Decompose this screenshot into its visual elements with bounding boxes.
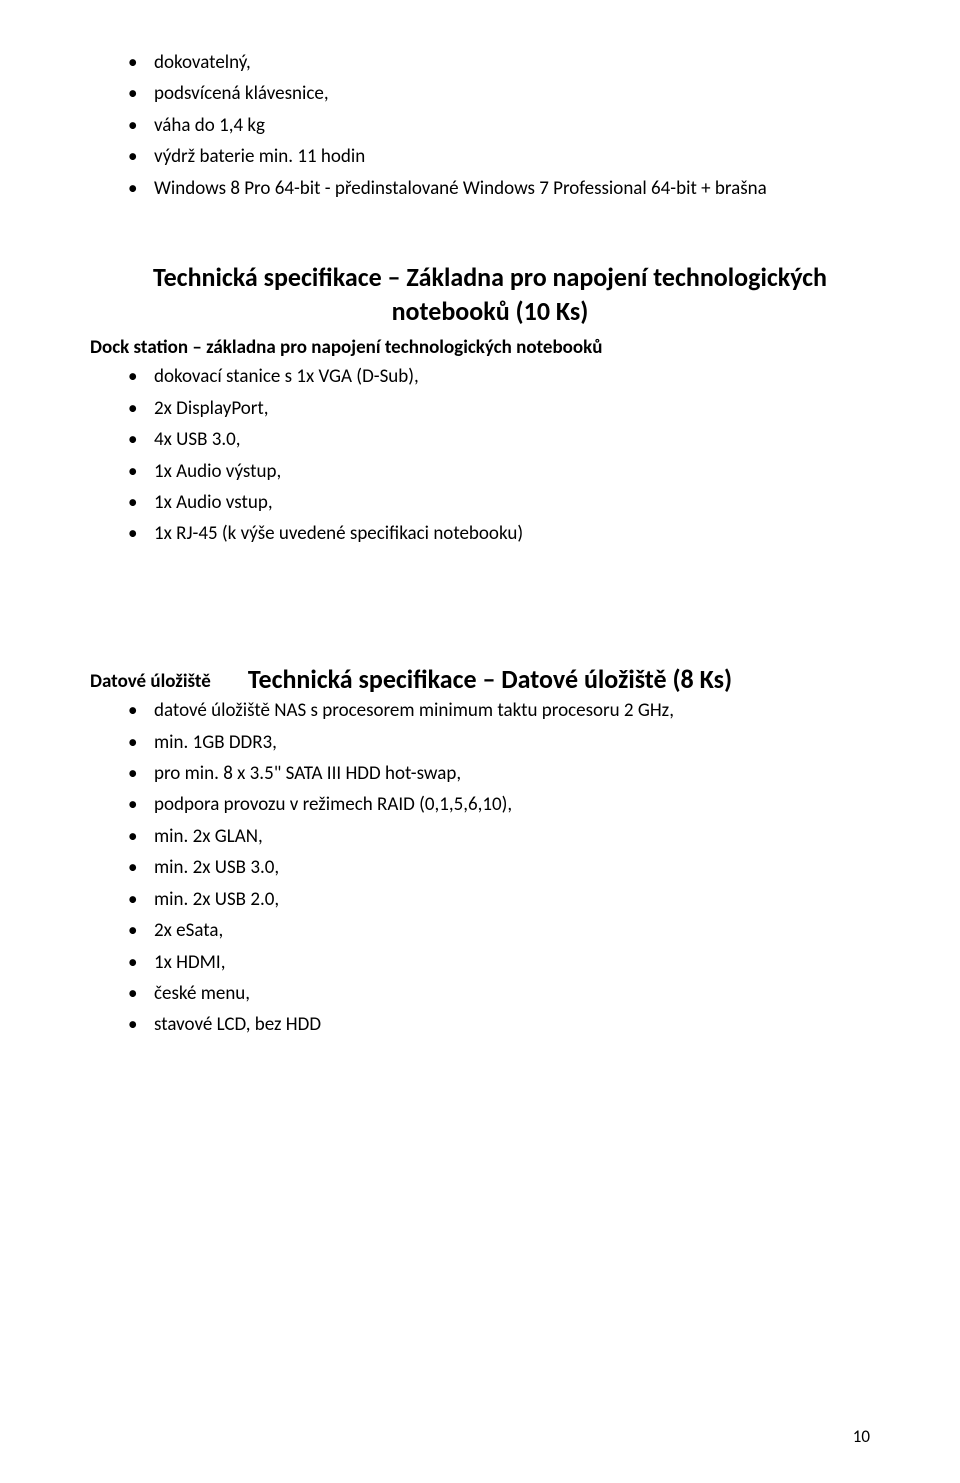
section1-title-line1: Technická specifikace – Základna pro nap… [110, 261, 870, 295]
page: dokovatelný, podsvícená klávesnice, váha… [0, 0, 960, 1483]
list-item: podsvícená klávesnice, [110, 79, 870, 108]
list-item: Windows 8 Pro 64-bit - předinstalované W… [110, 174, 870, 203]
list-item: pro min. 8 x 3.5" SATA III HDD hot-swap, [110, 759, 870, 788]
list-item: min. 1GB DDR3, [110, 728, 870, 757]
list-item: min. 2x USB 2.0, [110, 885, 870, 914]
list-item: 1x HDMI, [110, 948, 870, 977]
section1-subheading: Dock station – základna pro napojení tec… [90, 333, 870, 362]
list-item: podpora provozu v režimech RAID (0,1,5,6… [110, 790, 870, 819]
list-item: 2x eSata, [110, 916, 870, 945]
section1-title-line2: notebooků (10 Ks) [110, 295, 870, 329]
section1-list: dokovací stanice s 1x VGA (D-Sub), 2x Di… [110, 362, 870, 549]
list-item: 1x Audio výstup, [110, 457, 870, 486]
list-item: dokovatelný, [110, 48, 870, 77]
list-item: 2x DisplayPort, [110, 394, 870, 423]
top-list: dokovatelný, podsvícená klávesnice, váha… [110, 48, 870, 203]
list-item: výdrž baterie min. 11 hodin [110, 142, 870, 171]
list-item: stavové LCD, bez HDD [110, 1010, 870, 1039]
list-item: 4x USB 3.0, [110, 425, 870, 454]
list-item: 1x RJ-45 (k výše uvedené specifikaci not… [110, 519, 870, 548]
section1-title-block: Technická specifikace – Základna pro nap… [110, 261, 870, 329]
list-item: české menu, [110, 979, 870, 1008]
list-item: datové úložiště NAS s procesorem minimum… [110, 696, 870, 725]
list-item: 1x Audio vstup, [110, 488, 870, 517]
section2-list: datové úložiště NAS s procesorem minimum… [110, 696, 870, 1040]
list-item: dokovací stanice s 1x VGA (D-Sub), [110, 362, 870, 391]
page-number: 10 [853, 1426, 870, 1447]
list-item: min. 2x GLAN, [110, 822, 870, 851]
list-item: váha do 1,4 kg [110, 111, 870, 140]
list-item: min. 2x USB 3.0, [110, 853, 870, 882]
